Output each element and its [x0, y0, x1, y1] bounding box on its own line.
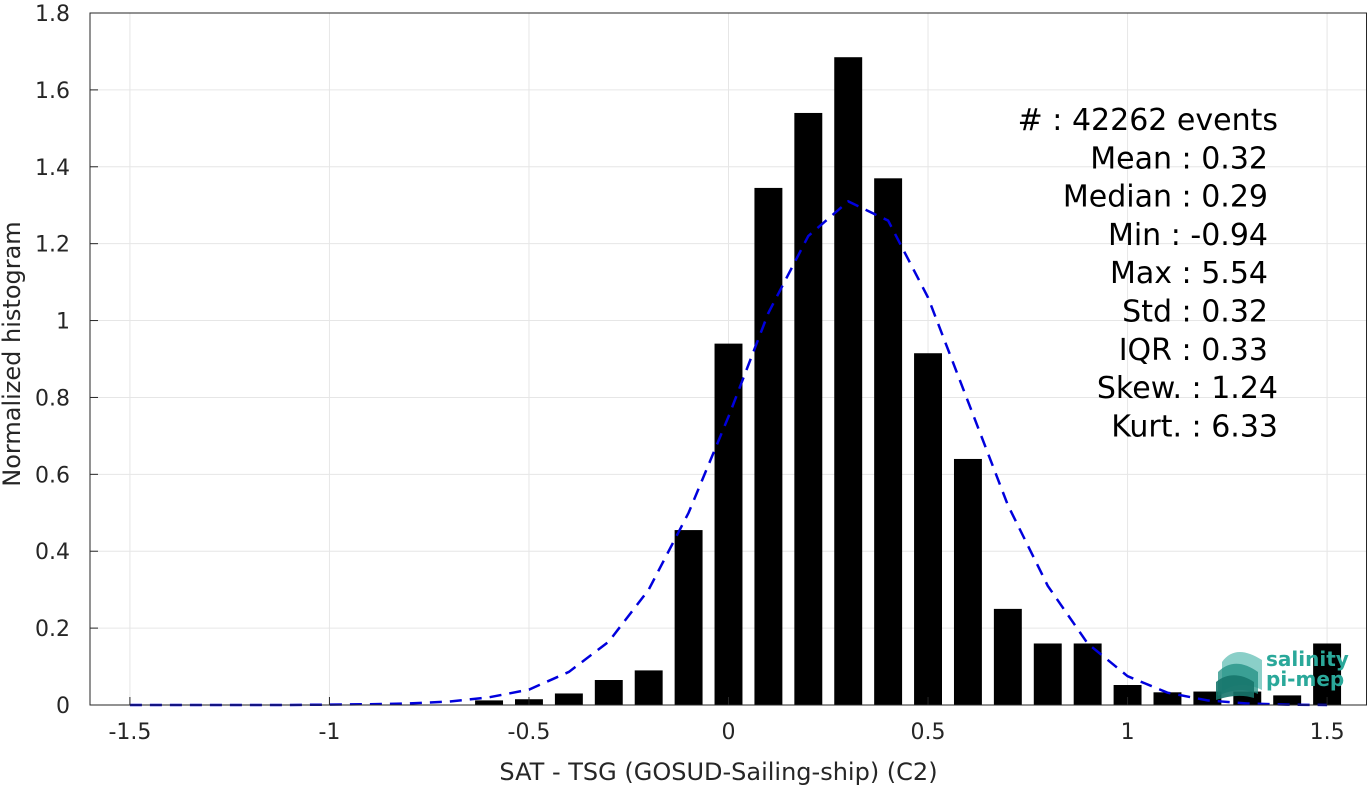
y-tick-label: 1.2: [35, 233, 70, 258]
stat-line: Mean : 0.32: [1090, 141, 1268, 176]
histogram-bar: [475, 700, 504, 705]
histogram-bar: [953, 458, 982, 705]
y-tick-label: 1.8: [35, 2, 70, 27]
y-tick-label: 1: [56, 310, 70, 335]
histogram-bar: [914, 353, 942, 705]
histogram-bar: [794, 112, 823, 705]
stat-line: Kurt. : 6.33: [1111, 409, 1278, 444]
histogram-bar: [1033, 643, 1062, 705]
y-tick-label: 1.4: [35, 156, 70, 181]
y-tick-label: 0.8: [35, 386, 70, 411]
y-axis-label: Normalized histogram: [0, 221, 26, 486]
histogram-bars: [475, 57, 1342, 706]
histogram-bar: [834, 57, 863, 705]
histogram-bar: [554, 693, 583, 705]
salinity-pimep-logo: salinity pi-mep: [1216, 647, 1349, 700]
x-tick-label: 1.5: [1310, 720, 1345, 745]
stat-line: Min : -0.94: [1108, 218, 1268, 253]
histogram-bar: [634, 670, 663, 705]
y-tick-label: 0.2: [35, 617, 70, 642]
histogram-bar: [714, 343, 743, 705]
stat-line: Std : 0.32: [1122, 295, 1268, 330]
histogram-bar: [1073, 643, 1102, 705]
histogram-bar: [874, 178, 903, 706]
histogram-bar: [754, 187, 783, 705]
stat-line: Median : 0.29: [1063, 180, 1268, 215]
stat-line: Skew. : 1.24: [1097, 371, 1278, 406]
y-tick-label: 0.6: [35, 463, 70, 488]
x-axis-ticks: -1.5 -1 -0.5 0 0.5 1 1.5: [108, 697, 1345, 745]
histogram-bar: [1153, 692, 1182, 705]
gaussian-fit-curve: [129, 199, 1328, 707]
y-tick-label: 0.4: [35, 540, 70, 565]
logo-line1: salinity: [1266, 647, 1349, 671]
histogram-bar: [674, 530, 703, 705]
x-tick-label: -0.5: [508, 720, 551, 745]
stat-line: Max : 5.54: [1110, 256, 1268, 291]
stat-line: IQR : 0.33: [1119, 333, 1268, 368]
y-tick-label: 1.6: [35, 79, 70, 104]
histogram-bar: [1113, 685, 1142, 705]
x-tick-label: -1: [318, 720, 340, 745]
histogram-bar: [594, 680, 623, 705]
x-tick-label: -1.5: [108, 720, 151, 745]
logo-line2: pi-mep: [1266, 667, 1344, 691]
y-axis-ticks: 0 0.2 0.4 0.6 0.8 1 1.2 1.4 1.6 1.8: [35, 2, 98, 719]
histogram-bar: [1273, 695, 1302, 705]
logo-mark-icon: [1216, 652, 1262, 700]
x-tick-label: 0: [722, 720, 736, 745]
histogram-bar: [993, 608, 1022, 705]
histogram-bar: [1313, 643, 1342, 705]
x-tick-label: 0.5: [911, 720, 946, 745]
x-tick-label: 1: [1121, 720, 1135, 745]
histogram-bar: [1193, 691, 1222, 705]
y-tick-label: 0: [56, 694, 70, 719]
stat-line: # : 42262 events: [1018, 103, 1278, 138]
x-axis-label: SAT - TSG (GOSUD-Sailing-ship) (C2): [499, 758, 937, 786]
fit-curve-group: [129, 199, 1328, 707]
